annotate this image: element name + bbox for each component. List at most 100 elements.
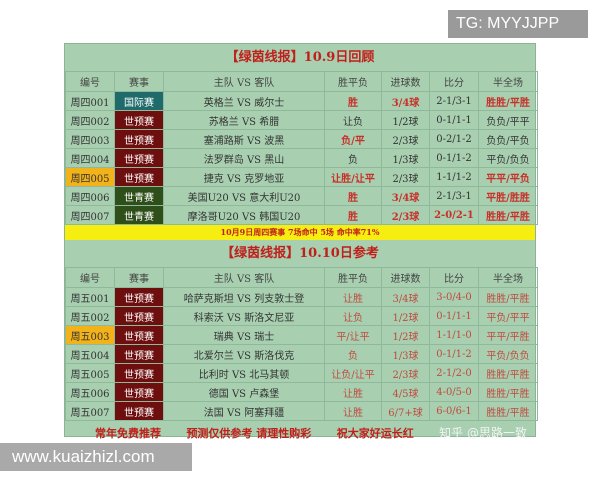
cell-wdl: 让负/让平 — [324, 363, 382, 383]
cell-score: 2-1/2-0 — [429, 363, 479, 383]
table-row: 周四002 世预赛 苏格兰 VS 希腊 让负 1/2球 0-1/1-1 负负/平平 — [65, 110, 538, 130]
cell-comp: 世预赛 — [114, 344, 164, 364]
cell-goals: 1/2球 — [381, 325, 430, 345]
cell-comp: 世预赛 — [114, 363, 164, 383]
cell-match: 瑞典 VS 瑞士 — [163, 325, 325, 345]
cell-comp: 世预赛 — [114, 287, 164, 307]
tg-label: TG: MYYJJPP — [448, 10, 588, 38]
cell-goals: 4/5球 — [381, 382, 430, 402]
review-table: 编号 赛事 主队 VS 客队 胜平负 进球数 比分 半全场 周四001 国际赛 英格兰 VS 威尔… — [65, 71, 538, 225]
cell-score: 2-1/3-1 — [429, 91, 479, 111]
cell-match: 摩洛哥U20 VS 韩国U20 — [163, 205, 325, 225]
cell-comp: 世预赛 — [114, 129, 164, 149]
column-header: 编号 — [65, 71, 115, 92]
cell-comp: 世预赛 — [114, 148, 164, 168]
cell-match: 法国 VS 阿塞拜疆 — [163, 401, 325, 421]
table-row: 周四006 世青赛 美国U20 VS 意大利U20 胜 3/4球 2-1/3-1 平胜/胜胜 — [65, 186, 538, 206]
column-header: 赛事 — [114, 71, 164, 92]
cell-wdl: 让胜 — [324, 401, 382, 421]
cell-wdl: 让胜 — [324, 382, 382, 402]
column-header: 胜平负 — [324, 267, 382, 288]
review-summary: 10月9日周四赛事 7场命中 5场 命中率71% — [65, 225, 535, 240]
cell-match: 哈萨克斯坦 VS 列支敦士登 — [163, 287, 325, 307]
cell-wdl: 让胜 — [324, 287, 382, 307]
cell-comp: 世预赛 — [114, 167, 164, 187]
cell-hf: 胜胜/平胜 — [478, 287, 538, 307]
cell-goals: 2/3球 — [381, 129, 430, 149]
cell-comp: 世预赛 — [114, 401, 164, 421]
cell-id: 周四002 — [65, 110, 115, 130]
cell-wdl: 平/让平 — [324, 325, 382, 345]
table-row: 周四003 世预赛 塞浦路斯 VS 波黑 负/平 2/3球 0-2/1-2 负负/平负 — [65, 129, 538, 149]
cell-id: 周五007 — [65, 401, 115, 421]
cell-hf: 负负/平负 — [478, 129, 538, 149]
cell-comp: 世预赛 — [114, 110, 164, 130]
preview-table: 编号 赛事 主队 VS 客队 胜平负 进球数 比分 半全场 周五001 世预赛 哈萨克斯坦 VS … — [65, 267, 538, 421]
cell-id: 周五002 — [65, 306, 115, 326]
cell-match: 北爱尔兰 VS 斯洛伐克 — [163, 344, 325, 364]
column-header: 进球数 — [381, 71, 430, 92]
cell-goals: 1/3球 — [381, 344, 430, 364]
cell-hf: 平平/平负 — [478, 167, 538, 187]
cell-comp: 世预赛 — [114, 382, 164, 402]
cell-hf: 负负/平平 — [478, 110, 538, 130]
cell-id: 周五001 — [65, 287, 115, 307]
column-header: 主队 VS 客队 — [163, 267, 325, 288]
cell-match: 美国U20 VS 意大利U20 — [163, 186, 325, 206]
cell-score: 2-0/2-1 — [429, 205, 479, 225]
cell-goals: 3/4球 — [381, 186, 430, 206]
cell-score: 6-0/6-1 — [429, 401, 479, 421]
cell-id: 周五004 — [65, 344, 115, 364]
footer-left: 常年免费推荐 — [95, 426, 161, 440]
column-header: 主队 VS 客队 — [163, 71, 325, 92]
column-header: 胜平负 — [324, 71, 382, 92]
watermark: 知乎 @思路一致 — [439, 426, 527, 440]
table-row: 周四001 国际赛 英格兰 VS 威尔士胜 3/4球 2-1/3-1 胜胜/平胜 — [65, 91, 538, 111]
cell-score: 0-1/1-1 — [429, 110, 479, 130]
cell-goals: 2/3球 — [381, 205, 430, 225]
cell-score: 1-1/1-0 — [429, 325, 479, 345]
cell-match: 苏格兰 VS 希腊 — [163, 110, 325, 130]
cell-score: 0-2/1-2 — [429, 129, 479, 149]
column-header: 编号 — [65, 267, 115, 288]
cell-id: 周五003 — [65, 325, 115, 345]
cell-hf: 平负/负负 — [478, 344, 538, 364]
cell-wdl: 胜 — [324, 205, 382, 225]
cell-wdl: 让负 — [324, 110, 382, 130]
cell-hf: 胜胜/平胜 — [478, 401, 538, 421]
cell-id: 周五006 — [65, 382, 115, 402]
cell-hf: 胜胜/平胜 — [478, 91, 538, 111]
cell-wdl: 胜 — [324, 186, 382, 206]
cell-wdl: 胜 — [324, 91, 382, 111]
header-row: 编号 赛事 主队 VS 客队 胜平负 进球数 比分 半全场 — [65, 71, 538, 92]
column-header: 比分 — [429, 71, 479, 92]
cell-comp: 世青赛 — [114, 186, 164, 206]
cell-goals: 2/3球 — [381, 363, 430, 383]
cell-goals: 2/3球 — [381, 167, 430, 187]
review-title: 【绿茵线报】10.9日回顾 — [225, 50, 375, 65]
cell-comp: 国际赛 — [114, 91, 164, 111]
cell-wdl: 负/平 — [324, 129, 382, 149]
footer-right: 祝大家好运长红 — [336, 426, 414, 440]
cell-score: 4-0/5-0 — [429, 382, 479, 402]
cell-id: 周四005 — [65, 167, 115, 187]
table-row: 周四005 世预赛 捷克 VS 克罗地亚 让胜/让平 2/3球 1-1/1-2 平平/平负 — [65, 167, 538, 187]
table-row: 周五002 世预赛 科索沃 VS 斯洛文尼亚 让负 1/2球 0-1/1-1 平负/平平 — [65, 306, 538, 326]
cell-match: 比利时 VS 北马其顿 — [163, 363, 325, 383]
cell-hf: 胜胜/平胜 — [478, 382, 538, 402]
cell-goals: 6/7+球 — [381, 401, 430, 421]
cell-goals: 1/3球 — [381, 148, 430, 168]
cell-goals: 1/2球 — [381, 110, 430, 130]
column-header: 进球数 — [381, 267, 430, 288]
footer-middle: 预测仅供参考 请理性购彩 — [186, 426, 312, 440]
table-row: 周五006 世预赛 德国 VS 卢森堡 让胜 4/5球 4-0/5-0 胜胜/平胜 — [65, 382, 538, 402]
cell-id: 周五005 — [65, 363, 115, 383]
cell-comp: 世预赛 — [114, 325, 164, 345]
cell-match: 捷克 VS 克罗地亚 — [163, 167, 325, 187]
site-label: www.kuaizhizl.com — [0, 443, 192, 471]
header-row: 编号 赛事 主队 VS 客队 胜平负 进球数 比分 半全场 — [65, 267, 538, 288]
cell-id: 周四004 — [65, 148, 115, 168]
cell-match: 英格兰 VS 威尔士 — [163, 91, 325, 111]
cell-score: 1-1/1-2 — [429, 167, 479, 187]
cell-wdl: 负 — [324, 344, 382, 364]
